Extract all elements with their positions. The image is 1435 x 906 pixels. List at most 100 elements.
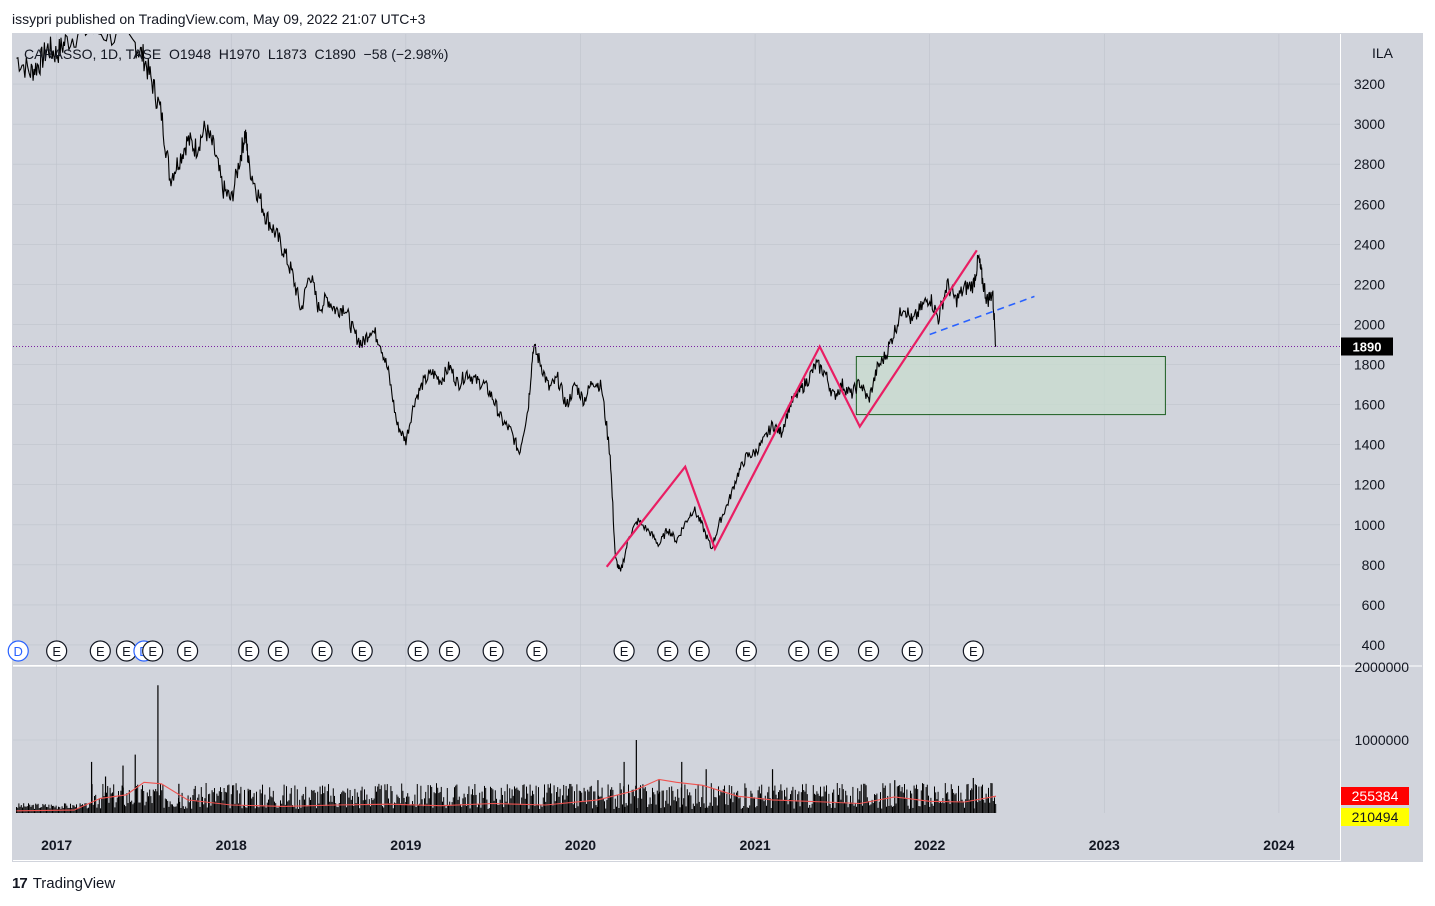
- earnings-marker-circle: [142, 640, 164, 662]
- current-price-label: 1890: [1353, 339, 1382, 354]
- earnings-marker-label: E: [742, 644, 751, 659]
- currency-label: ILA: [1372, 45, 1394, 61]
- time-tick-label: 2024: [1263, 837, 1294, 853]
- price-line: [16, 34, 997, 572]
- earnings-marker-circle: [901, 640, 923, 662]
- price-tick-label: 800: [1362, 557, 1386, 573]
- earnings-marker-circle: [688, 640, 710, 662]
- earnings-marker-label: E: [96, 644, 105, 659]
- earnings-marker-circle: [482, 640, 504, 662]
- time-tick-label: 2018: [216, 837, 247, 853]
- axis-background: [1341, 34, 1422, 861]
- earnings-marker-label: E: [318, 644, 327, 659]
- earnings-marker-label: E: [414, 644, 423, 659]
- earnings-marker-label: E: [122, 644, 131, 659]
- price-tick-label: 2600: [1354, 196, 1385, 212]
- price-tick-label: 1800: [1354, 357, 1385, 373]
- price-tick-label: 600: [1362, 597, 1386, 613]
- price-pane: [13, 34, 1340, 665]
- pattern-line: [605, 249, 978, 568]
- symbol-legend: CARASSO, 1D, TASE O1948 H1970 L1873 C189…: [24, 46, 449, 62]
- volume-tick-label: 1000000: [1354, 732, 1409, 748]
- earnings-marker-label: E: [148, 644, 157, 659]
- price-tick-label: 3000: [1354, 116, 1385, 132]
- earnings-marker-circle: [788, 640, 810, 662]
- zone-box-layer: [855, 356, 1166, 416]
- earnings-marker-label: D: [14, 644, 23, 659]
- tradingview-logo[interactable]: 17 TradingView: [12, 875, 115, 892]
- earnings-marker-circle: [177, 640, 199, 662]
- grid-lines: [13, 34, 1340, 813]
- time-axis-background: [13, 813, 1340, 860]
- earnings-marker-label: E: [244, 644, 253, 659]
- earnings-marker-circle: [7, 640, 29, 662]
- current-price-badge: [1341, 337, 1393, 356]
- pattern-line-layer: [605, 249, 978, 568]
- earnings-marker-circle: [962, 640, 984, 662]
- price-pane-background: [13, 34, 1422, 861]
- earnings-marker-label: E: [864, 644, 873, 659]
- time-tick-label: 2023: [1089, 837, 1120, 853]
- earnings-marker-label: E: [695, 644, 704, 659]
- time-axis: 2017 2018 2019 2020 2021 2022 2023 2024: [41, 837, 1295, 853]
- earnings-marker-label: E: [908, 644, 917, 659]
- earnings-marker-label: E: [969, 644, 978, 659]
- time-tick-label: 2019: [390, 837, 421, 853]
- time-tick-label: 2017: [41, 837, 72, 853]
- earnings-marker-label: E: [445, 644, 454, 659]
- price-series-layer: [16, 34, 997, 572]
- published-header: issypri published on TradingView.com, Ma…: [12, 11, 426, 27]
- earnings-marker-label: E: [358, 644, 367, 659]
- time-tick-label: 2022: [914, 837, 945, 853]
- price-tick-label: 1400: [1354, 437, 1385, 453]
- earnings-marker-circle: [817, 640, 840, 662]
- earnings-marker-circle: [238, 640, 260, 662]
- volume-badge-yellow: [1341, 808, 1409, 826]
- earnings-marker-label: E: [620, 644, 629, 659]
- earnings-marker-circle: [735, 640, 757, 662]
- earnings-marker-circle: [613, 640, 635, 662]
- price-tick-label: 2200: [1354, 276, 1385, 292]
- earnings-marker-label: E: [52, 644, 61, 659]
- price-tick-label: 2400: [1354, 236, 1385, 252]
- current-price-layer: 1890: [13, 337, 1393, 356]
- price-tick-label: 2000: [1354, 316, 1385, 332]
- earnings-marker-circle: [351, 640, 373, 662]
- volume-ma-line: [16, 778, 997, 812]
- earnings-marker-circle: [311, 640, 333, 662]
- earnings-marker-label: E: [183, 644, 192, 659]
- trend-line: [929, 295, 1035, 336]
- earnings-marker-label: E: [532, 644, 541, 659]
- earnings-markers-layer: DEEEDEEEEEEEEEEEEEEEEEEE: [7, 640, 984, 662]
- price-axis: 400 600 800 1000 1200 1400 1600 1800 2000 2200 240…: [1354, 45, 1394, 653]
- earnings-marker-circle: [46, 640, 68, 662]
- tradingview-logo-icon: 17: [12, 875, 28, 892]
- price-tick-label: 400: [1362, 637, 1386, 653]
- price-tick-label: 3200: [1354, 76, 1385, 92]
- earnings-marker-label: E: [794, 644, 803, 659]
- volume-layer: [15, 685, 997, 813]
- chart-frame: [12, 33, 1423, 862]
- price-tick-label: 2800: [1354, 156, 1385, 172]
- zone-box: [855, 356, 1166, 416]
- earnings-marker-label: E: [824, 644, 833, 659]
- earnings-marker-circle: [857, 640, 880, 662]
- volume-ma-label: 210494: [1352, 809, 1399, 825]
- time-tick-label: 2021: [739, 837, 770, 853]
- earnings-marker-circle: [267, 640, 289, 662]
- volume-axis: 1000000 2000000 255384 210494: [1341, 659, 1409, 826]
- earnings-marker-circle: [89, 640, 111, 662]
- last-volume-label: 255384: [1352, 788, 1399, 804]
- earnings-marker-circle: [407, 640, 429, 662]
- price-tick-label: 1600: [1354, 397, 1385, 413]
- volume-badge-red: [1341, 787, 1409, 805]
- earnings-marker-label: E: [274, 644, 283, 659]
- tradingview-brand-text: TradingView: [32, 875, 116, 892]
- earnings-marker-circle: [657, 640, 679, 662]
- volume-tick-label: 2000000: [1354, 659, 1409, 675]
- earnings-marker-circle: [526, 640, 548, 662]
- earnings-marker-circle: [438, 640, 461, 662]
- trend-line-layer: [929, 295, 1035, 336]
- time-tick-label: 2020: [565, 837, 596, 853]
